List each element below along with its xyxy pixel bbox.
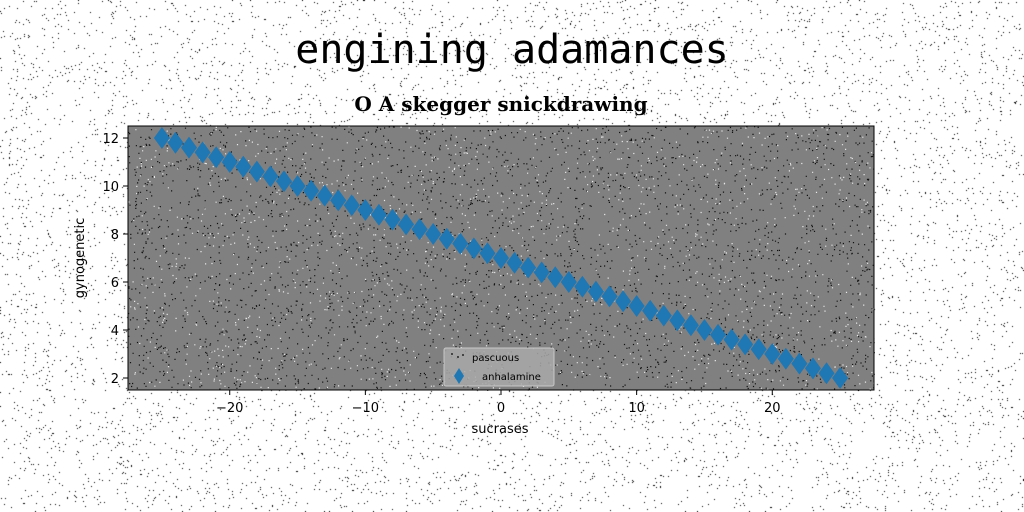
chart-title: O A skegger snickdrawing — [354, 92, 648, 116]
legend-marker-anhalamine — [454, 368, 464, 384]
data-point — [628, 295, 645, 317]
data-point — [547, 266, 564, 289]
data-point — [370, 203, 387, 226]
data-point — [248, 160, 265, 183]
data-point — [275, 170, 292, 193]
legend-marker-pascuous — [451, 353, 453, 355]
data-point — [832, 367, 849, 389]
x-axis-label: sucrases — [471, 422, 528, 437]
y-axis-label: gynogenetic — [73, 218, 88, 298]
data-point — [574, 275, 591, 298]
legend-label-pascuous: pascuous — [472, 353, 519, 364]
data-point — [303, 179, 320, 202]
data-point — [560, 271, 577, 293]
data-point — [723, 328, 740, 351]
data-point — [452, 232, 469, 255]
data-point — [153, 127, 170, 149]
y-tick-label: 8 — [111, 228, 119, 243]
data-point — [208, 146, 225, 169]
data-point — [330, 189, 347, 212]
data-point — [384, 208, 401, 231]
data-point — [262, 165, 279, 188]
series-anhalamine — [153, 127, 849, 389]
data-point — [425, 223, 442, 245]
x-tick-label: 0 — [497, 401, 505, 416]
data-point — [221, 151, 238, 173]
data-point — [655, 304, 672, 327]
y-axis: 2 4 6 8 10 12 — [102, 132, 128, 387]
data-point — [316, 184, 333, 207]
y-tick-label: 10 — [102, 180, 119, 195]
data-point — [411, 218, 428, 241]
data-point — [235, 155, 252, 178]
data-point — [533, 261, 550, 284]
x-tick-label: 10 — [628, 401, 645, 416]
legend-label-anhalamine: anhalamine — [482, 372, 541, 383]
data-point — [682, 314, 699, 337]
data-point — [506, 251, 523, 274]
data-point — [438, 227, 455, 250]
legend-marker-pascuous — [457, 356, 459, 358]
x-tick-label: −20 — [216, 401, 243, 416]
data-point — [479, 242, 496, 265]
y-tick-label: 12 — [102, 132, 119, 147]
legend-marker-pascuous — [462, 354, 464, 356]
x-tick-label: 20 — [764, 401, 781, 416]
data-point — [777, 347, 794, 370]
data-point — [615, 290, 632, 313]
data-point — [737, 333, 754, 356]
data-point — [181, 136, 198, 159]
y-tick-label: 6 — [111, 276, 119, 291]
data-point — [357, 199, 374, 221]
figure-suptitle: engining adamances — [295, 27, 729, 73]
x-tick-label: −10 — [352, 401, 379, 416]
data-point — [493, 247, 509, 269]
data-point — [764, 343, 781, 365]
data-point — [710, 323, 727, 346]
data-point — [642, 299, 659, 322]
data-point — [398, 213, 415, 236]
data-point — [818, 362, 835, 385]
data-point — [804, 357, 821, 380]
data-point — [194, 141, 211, 164]
data-point — [669, 309, 686, 332]
data-point — [520, 256, 537, 279]
legend-box — [443, 347, 555, 387]
data-point — [343, 194, 360, 217]
x-axis: −20 −10 0 10 20 — [216, 390, 781, 416]
data-point — [696, 319, 713, 341]
data-point — [750, 338, 767, 361]
data-point — [791, 352, 808, 375]
data-point — [587, 280, 604, 303]
data-point — [289, 175, 306, 197]
data-point — [601, 285, 618, 308]
y-tick-label: 4 — [111, 324, 119, 339]
data-point — [465, 237, 482, 260]
y-tick-label: 2 — [111, 372, 119, 387]
data-point — [167, 131, 184, 154]
legend: pascuous anhalamine — [443, 347, 555, 387]
